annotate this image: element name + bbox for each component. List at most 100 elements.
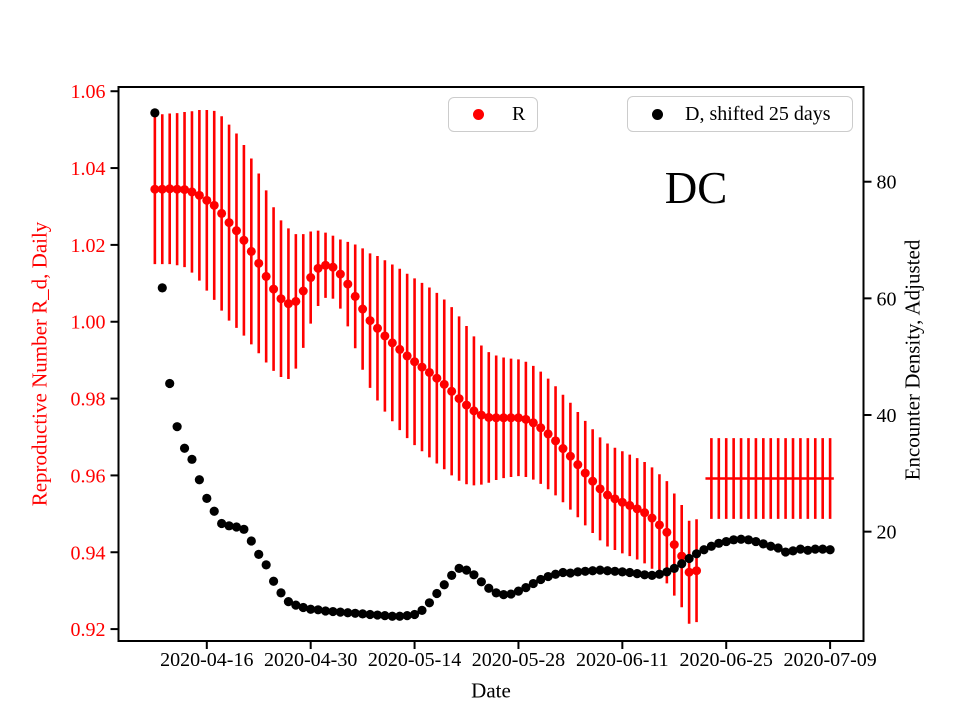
r-point (551, 436, 561, 446)
r-point (625, 500, 635, 510)
r-point (402, 351, 412, 361)
d-point (395, 611, 405, 621)
r-point (499, 413, 509, 423)
r-point (335, 269, 345, 279)
d-point (558, 567, 568, 578)
d-point (179, 443, 190, 453)
x-tick-label: 2020-05-28 (472, 649, 565, 671)
d-point (172, 422, 182, 432)
r-point (380, 331, 390, 341)
d-point (372, 610, 383, 620)
d-point (654, 569, 665, 579)
r-point (462, 400, 472, 410)
d-point (795, 544, 806, 554)
d-point (602, 566, 613, 576)
d-point (417, 605, 427, 615)
x-axis-ticks: 2020-04-16 2020-04-30 2020-05-14 2020-05-28… (160, 641, 877, 671)
d-point (194, 475, 204, 485)
d-point (224, 521, 234, 531)
d-point (447, 570, 457, 580)
d-point (491, 588, 501, 598)
d-point (276, 588, 286, 598)
r-point (513, 413, 523, 423)
d-point (202, 493, 212, 504)
d-point (803, 545, 813, 555)
r-point (180, 185, 190, 195)
d-point (231, 522, 242, 532)
r-point (261, 271, 271, 281)
d-point (454, 563, 464, 573)
d-point (669, 563, 679, 573)
r-point (313, 263, 323, 273)
y-axis-label-left: Reproductive Number R_d, Daily (27, 221, 52, 507)
r-marker-icon (473, 109, 484, 120)
d-point (550, 569, 561, 579)
r-point (217, 208, 227, 218)
d-point (350, 608, 360, 618)
r-point (439, 379, 449, 389)
y-axis-label-right: Encounter Density, Adjusted (900, 239, 925, 481)
d-point (729, 535, 739, 545)
d-point (706, 541, 716, 551)
r-point (298, 286, 308, 296)
r-point (491, 413, 501, 423)
d-point (484, 583, 494, 593)
d-point (313, 605, 323, 615)
r-point (469, 406, 479, 416)
d-point (165, 378, 175, 389)
y-left-tick-label: 0.98 (71, 389, 106, 411)
d-point (469, 570, 479, 580)
d-point (758, 539, 768, 549)
y-left-tick-label: 0.94 (71, 542, 106, 564)
d-point (157, 283, 167, 293)
r-point (328, 262, 338, 272)
d-point (617, 567, 627, 577)
r-point (543, 429, 553, 439)
y-left-tick-label: 1.04 (71, 158, 106, 180)
d-point (254, 549, 264, 559)
r-point (432, 373, 442, 383)
d-point (320, 606, 331, 616)
r-point (157, 184, 167, 194)
d-point (239, 524, 249, 534)
r-point (454, 394, 464, 404)
r-point (447, 386, 457, 396)
d-point (825, 545, 835, 555)
d-point (573, 567, 583, 577)
y-left-tick-label: 0.92 (71, 619, 106, 641)
r-point (424, 367, 434, 377)
r-point (194, 190, 204, 200)
d-point (246, 536, 256, 546)
legend-d-label: D, shifted 25 days (685, 102, 831, 125)
r-point (528, 418, 538, 428)
r-point (209, 200, 219, 210)
r-point (521, 414, 531, 424)
r-point (476, 410, 486, 420)
r-point (506, 413, 516, 423)
d-point (506, 589, 516, 599)
d-point (380, 611, 390, 621)
r-point (573, 460, 583, 470)
y-right-tick-label: 60 (877, 288, 897, 310)
d-point (810, 544, 820, 554)
d-point (736, 534, 746, 544)
r-point (165, 184, 175, 194)
d-point (283, 597, 294, 607)
r-point (647, 513, 657, 523)
legend-r-label: R (512, 103, 526, 125)
y-right-tick-label: 40 (877, 405, 897, 427)
r-point (343, 279, 353, 289)
d-point (409, 609, 420, 620)
legend-d: D, shifted 25 days (627, 96, 853, 132)
d-point (365, 609, 375, 620)
d-point (387, 611, 397, 621)
r-point (306, 273, 316, 283)
d-point (402, 611, 412, 621)
plot-title: DC (664, 163, 728, 213)
d-point (691, 549, 702, 559)
d-point (580, 566, 590, 576)
d-point (358, 609, 368, 619)
r-points (150, 184, 702, 577)
r-point (395, 344, 405, 354)
d-point (298, 602, 308, 613)
